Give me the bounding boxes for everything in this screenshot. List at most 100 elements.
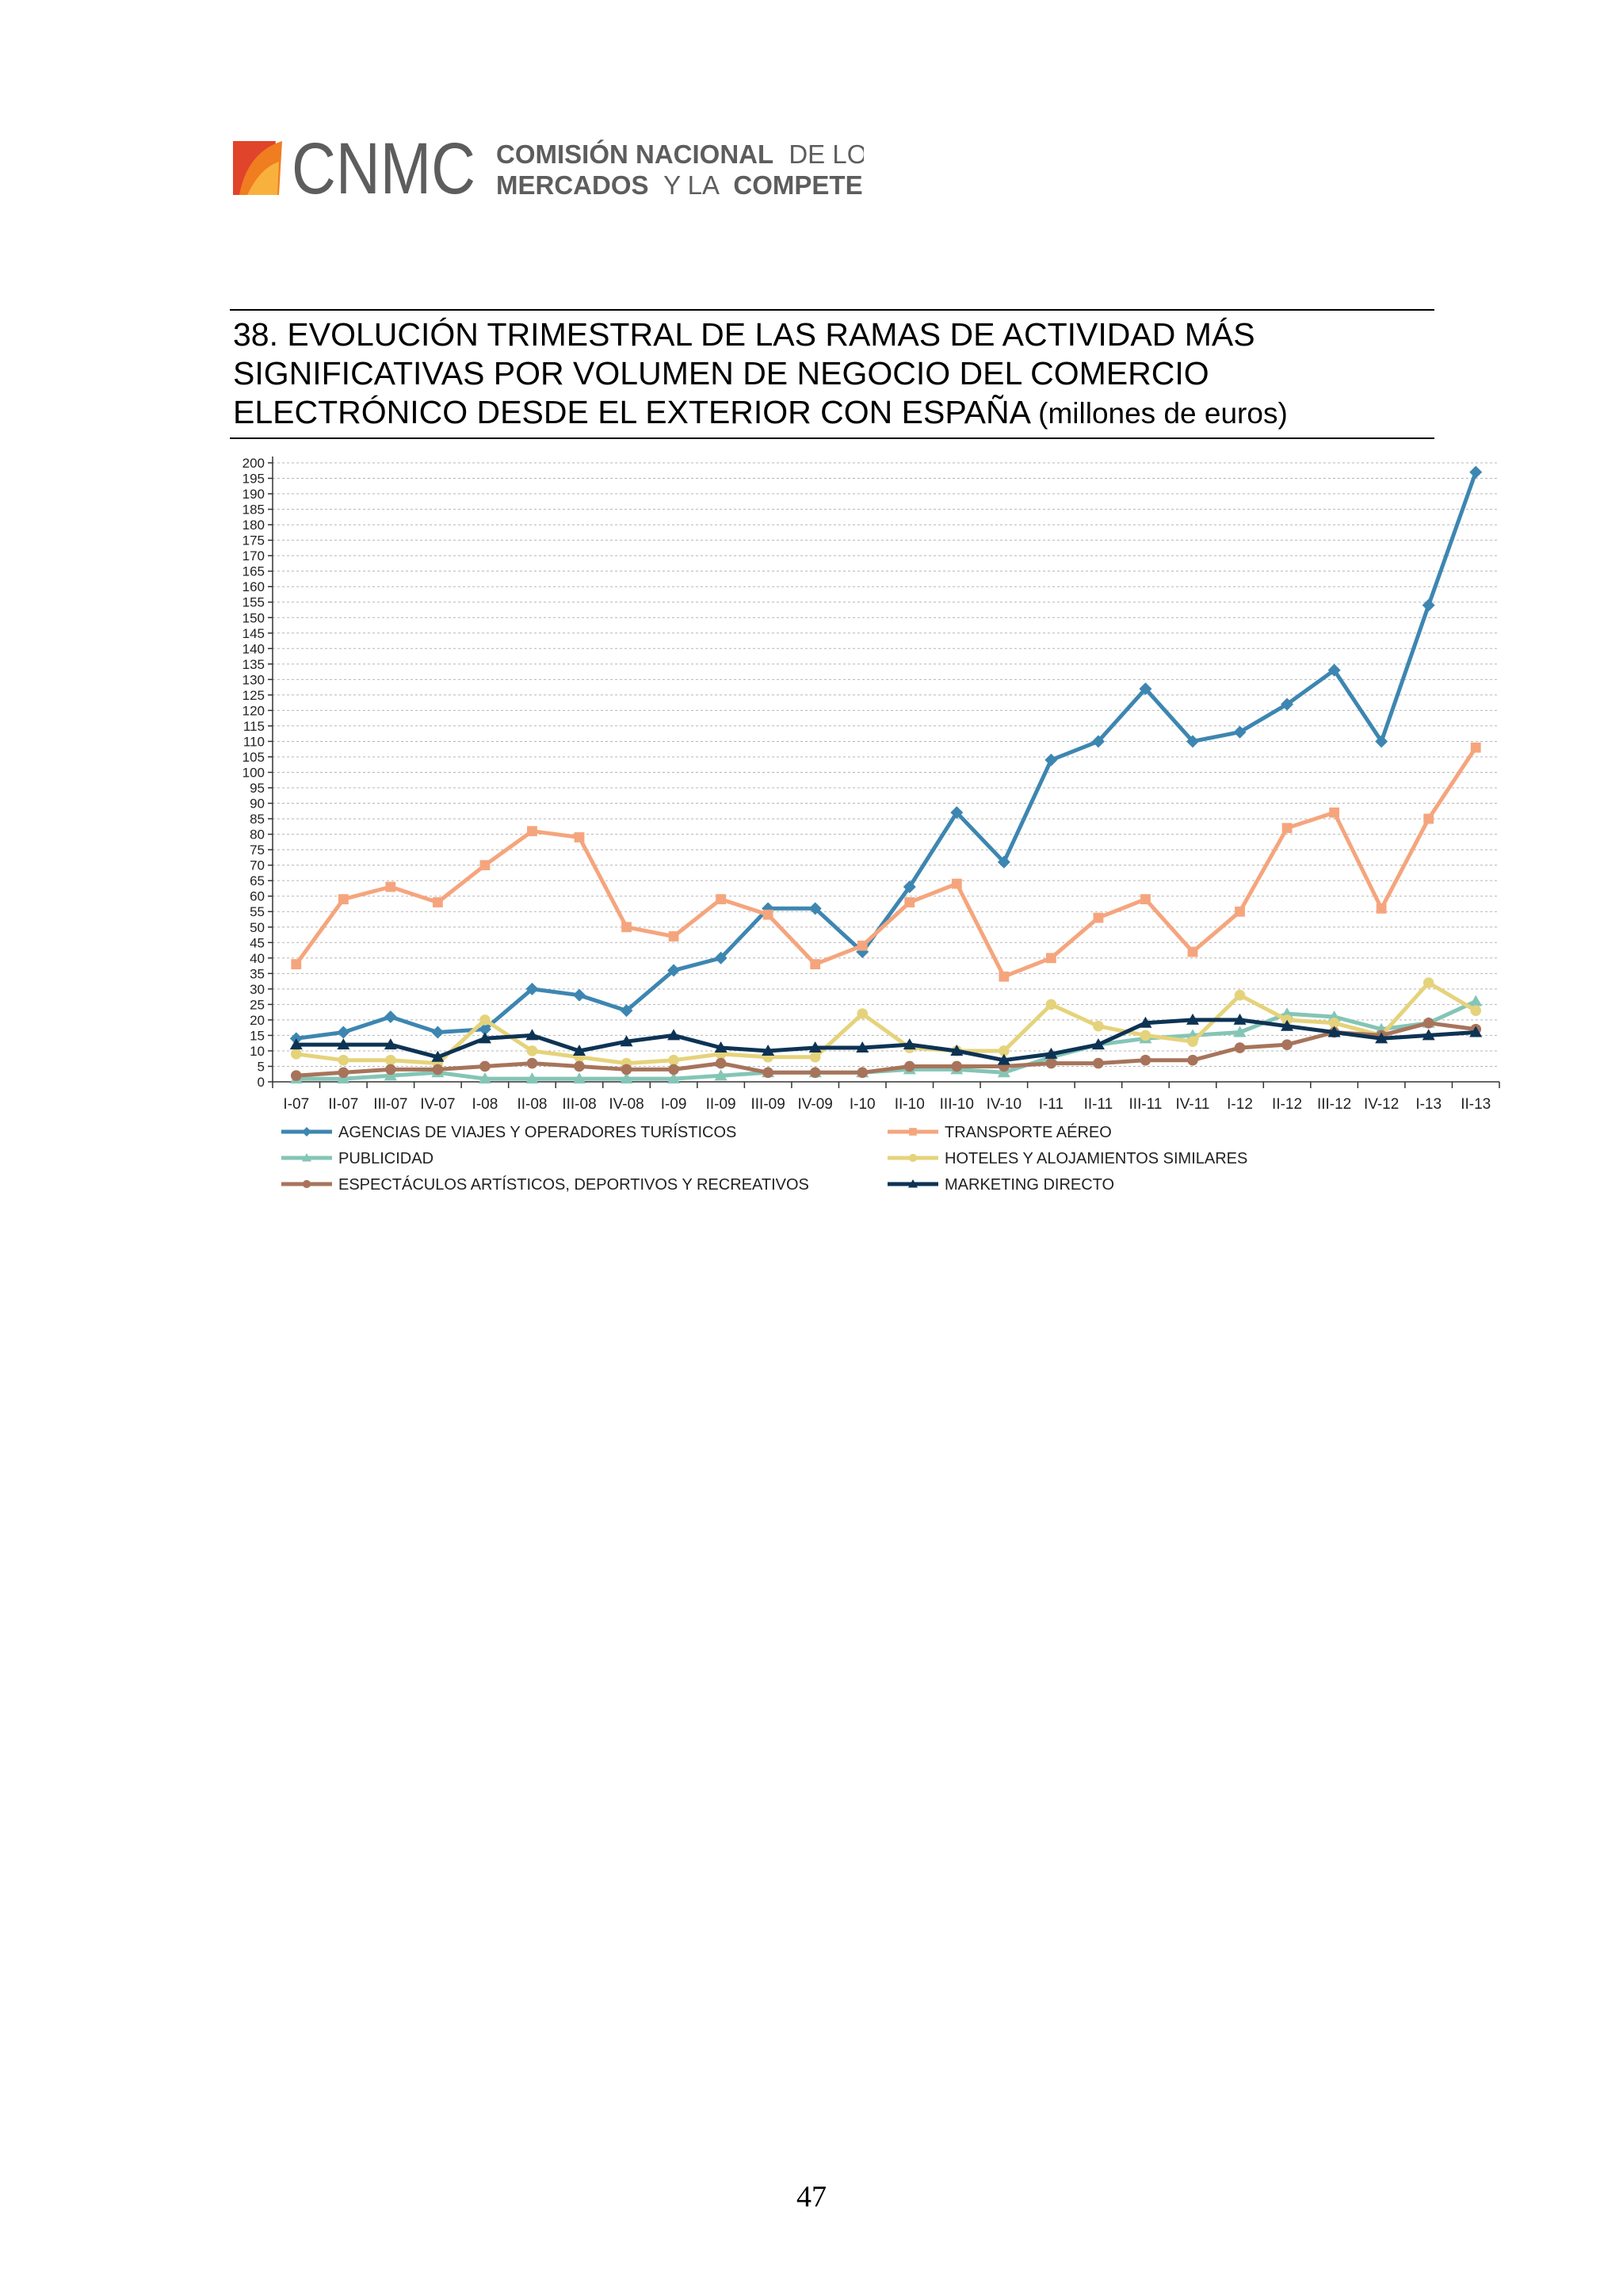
logo-org-line1-light: DE LOS xyxy=(789,139,864,169)
y-tick-label: 175 xyxy=(242,533,265,548)
series-line xyxy=(294,470,1478,1041)
data-point xyxy=(810,959,821,970)
data-point xyxy=(337,1026,350,1039)
data-point xyxy=(337,1072,350,1084)
series-line xyxy=(294,745,1478,979)
y-tick-label: 20 xyxy=(250,1013,265,1028)
x-tick-label: II-07 xyxy=(328,1096,358,1113)
data-point xyxy=(715,1057,727,1069)
x-tick-label: II-11 xyxy=(1084,1096,1113,1113)
data-point xyxy=(667,964,681,977)
data-point xyxy=(525,982,539,995)
y-tick-label: 200 xyxy=(242,456,265,471)
data-point xyxy=(527,826,537,837)
data-point xyxy=(573,988,586,1002)
data-point xyxy=(478,1022,491,1036)
data-point xyxy=(762,902,775,915)
line-chart: 0 5 10 15 20 25 30 35 40 45 50 55 60 65 70 75 80 85 90 95 10… xyxy=(222,447,1506,1212)
data-point xyxy=(302,1153,311,1162)
data-point xyxy=(1233,725,1247,739)
data-point xyxy=(668,1064,679,1075)
figure-title: 38. EVOLUCIÓN TRIMESTRAL DE LAS RAMAS DE… xyxy=(230,311,1434,437)
data-point xyxy=(431,1026,445,1039)
data-point xyxy=(950,1044,964,1056)
data-point xyxy=(431,1050,445,1062)
y-tick-label: 140 xyxy=(242,641,265,656)
data-point xyxy=(999,1045,1010,1056)
data-point xyxy=(291,959,302,970)
data-point xyxy=(1234,1042,1246,1053)
data-point xyxy=(1469,995,1483,1007)
legend-item: TRANSPORTE AÉREO xyxy=(888,1123,1112,1141)
data-point xyxy=(338,1067,349,1079)
data-point xyxy=(1044,1047,1058,1059)
data-point xyxy=(809,1051,821,1063)
data-point xyxy=(337,1038,350,1050)
title-top-rule xyxy=(230,309,1434,311)
y-tick-label: 115 xyxy=(243,719,265,734)
y-tick-label: 85 xyxy=(250,812,265,827)
data-point xyxy=(290,1070,302,1081)
data-point xyxy=(1233,1026,1247,1037)
y-tick-label: 5 xyxy=(258,1059,265,1074)
data-point xyxy=(808,902,822,915)
data-point xyxy=(950,806,964,819)
series-layer xyxy=(289,465,1483,1084)
title-line3: ELECTRÓNICO DESDE EL EXTERIOR CON ESPAÑA xyxy=(233,394,1029,430)
data-point xyxy=(525,1029,539,1041)
data-point xyxy=(857,1067,869,1079)
data-point xyxy=(997,1066,1010,1078)
data-point xyxy=(951,878,962,889)
legend-label: TRANSPORTE AÉREO xyxy=(945,1123,1112,1141)
legend-label: MARKETING DIRECTO xyxy=(945,1176,1114,1194)
data-point xyxy=(1234,989,1246,1001)
logo-org-line2: MERCADOS Y LA COMPETENCIA xyxy=(496,170,864,200)
data-point xyxy=(903,1038,916,1050)
data-point xyxy=(762,909,773,920)
y-tick-label: 25 xyxy=(250,997,265,1012)
data-point xyxy=(1469,1026,1483,1037)
legend-item: AGENCIAS DE VIAJES Y OPERADORES TURÍSTIC… xyxy=(281,1123,736,1141)
legend-item: HOTELES Y ALOJAMIENTOS SIMILARES xyxy=(888,1150,1247,1167)
data-point xyxy=(1329,807,1340,818)
x-tick-label: IV-12 xyxy=(1364,1096,1399,1113)
series-line xyxy=(294,980,1478,1066)
data-point xyxy=(1470,742,1481,753)
data-point xyxy=(620,1035,633,1047)
y-tick-label: 130 xyxy=(242,672,265,687)
data-point xyxy=(1327,663,1341,677)
x-tick-label: I-07 xyxy=(283,1096,309,1113)
data-point xyxy=(997,855,1010,869)
data-point xyxy=(908,1179,918,1188)
data-point xyxy=(1140,894,1151,905)
y-tick-label: 30 xyxy=(250,982,265,997)
data-point xyxy=(1423,977,1434,988)
data-point xyxy=(574,1060,585,1072)
data-point xyxy=(1327,1026,1341,1037)
x-tick-label: II-09 xyxy=(706,1096,736,1113)
data-point xyxy=(384,1010,397,1023)
data-point xyxy=(762,1067,773,1079)
data-point xyxy=(1093,1020,1104,1032)
x-tick-label: III-10 xyxy=(940,1096,974,1113)
data-point xyxy=(385,881,396,892)
y-tick-label: 10 xyxy=(250,1044,265,1059)
data-point xyxy=(385,1054,396,1066)
title-line2: SIGNIFICATIVAS POR VOLUMEN DE NEGOCIO DE… xyxy=(233,355,1209,392)
page-number: 47 xyxy=(796,2180,827,2214)
y-axis: 0510152025303540455055606570758085909510… xyxy=(242,456,273,1090)
data-point xyxy=(384,1069,397,1081)
data-point xyxy=(338,1054,349,1066)
line-chart-svg: 0510152025303540455055606570758085909510… xyxy=(242,456,1500,1194)
data-point xyxy=(621,922,632,933)
y-tick-label: 50 xyxy=(250,920,265,935)
data-point xyxy=(479,1060,491,1072)
cnmc-logo-graphic: CNMC COMISIÓN NACIONAL DE LOS MERCADOS Y… xyxy=(233,128,926,209)
data-point xyxy=(714,1069,727,1081)
data-point xyxy=(1093,1057,1104,1069)
data-point xyxy=(1375,1032,1388,1044)
legend-label: ESPECTÁCULOS ARTÍSTICOS, DEPORTIVOS Y RE… xyxy=(338,1175,809,1194)
data-point xyxy=(338,894,349,905)
x-tick-label: III-11 xyxy=(1129,1096,1163,1113)
data-point xyxy=(999,971,1010,982)
